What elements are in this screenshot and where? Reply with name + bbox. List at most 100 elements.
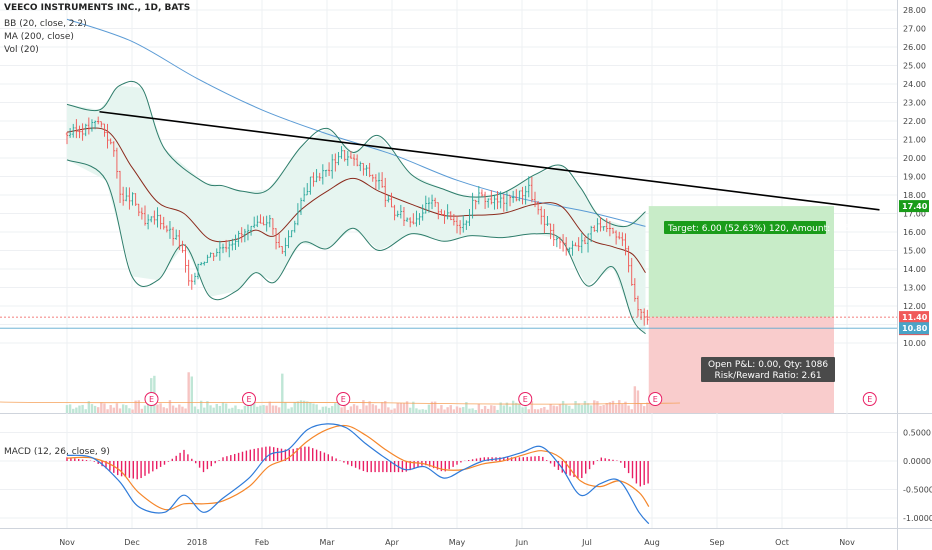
volume-bar bbox=[643, 406, 646, 413]
volume-bar bbox=[596, 401, 599, 413]
target-label-box bbox=[664, 221, 826, 234]
bb-lower-line bbox=[66, 159, 646, 335]
volume-bar bbox=[424, 409, 427, 413]
volume-bar bbox=[359, 409, 362, 413]
volume-ma-line bbox=[0, 401, 681, 405]
time-tick-label: Jul bbox=[581, 538, 592, 547]
time-tick-label: Apr bbox=[385, 538, 400, 547]
time-tick-label: 2018 bbox=[187, 538, 207, 547]
earnings-marker-label: E bbox=[653, 395, 658, 404]
time-tick-label: Nov bbox=[839, 538, 855, 547]
bb-upper-line bbox=[66, 80, 646, 228]
volume-bar bbox=[549, 403, 552, 413]
volume-bar bbox=[536, 409, 540, 413]
volume-bar bbox=[231, 407, 234, 413]
price-tick-label: 16.00 bbox=[903, 228, 926, 237]
volume-bar bbox=[530, 401, 534, 413]
volume-bar bbox=[605, 402, 608, 413]
volume-bar bbox=[571, 408, 574, 413]
volume-bar bbox=[546, 409, 549, 413]
volume-bar bbox=[293, 402, 296, 413]
volume-bar bbox=[490, 405, 493, 413]
volume-bar bbox=[334, 403, 337, 413]
volume-bar bbox=[340, 407, 343, 413]
volume-bar bbox=[380, 402, 384, 413]
volume-bar bbox=[287, 408, 290, 413]
volume-bar bbox=[262, 405, 265, 413]
bb-band-fill bbox=[67, 85, 646, 334]
volume-bar bbox=[505, 402, 509, 413]
volume-bar bbox=[430, 401, 434, 413]
earnings-marker-label: E bbox=[867, 395, 872, 404]
volume-bar bbox=[78, 405, 81, 413]
volume-bar bbox=[125, 405, 128, 413]
volume-bar bbox=[143, 405, 147, 413]
macd-tick-label: 0.5000 bbox=[903, 429, 931, 438]
earnings-marker-label: E bbox=[523, 395, 528, 404]
volume-bar bbox=[268, 401, 271, 413]
time-tick-label: Dec bbox=[124, 538, 139, 547]
volume-bar bbox=[346, 409, 349, 413]
volume-bar bbox=[540, 408, 543, 413]
volume-bar bbox=[309, 402, 312, 413]
earnings-marker bbox=[242, 392, 256, 406]
price-tick-label: 25.00 bbox=[903, 62, 926, 71]
volume-bar bbox=[499, 402, 502, 413]
volume-bar bbox=[593, 400, 596, 413]
volume-bar bbox=[586, 403, 590, 413]
volume-bar bbox=[215, 403, 218, 413]
volume-bar bbox=[565, 404, 568, 413]
symbol-title: VEECO INSTRUMENTS INC., 1D, BATS bbox=[4, 3, 191, 13]
position-tool[interactable]: Target: 6.00 (52.63%) 120, Amount: 16516… bbox=[0, 206, 897, 413]
volume-bar bbox=[337, 402, 340, 413]
last-price-tag: 10.80 bbox=[902, 324, 928, 333]
volume-bar bbox=[618, 400, 621, 413]
volume-bar bbox=[221, 402, 225, 413]
volume-bar bbox=[302, 400, 306, 413]
target-label-text: Target: 6.00 (52.63%) 120, Amount: 16516 bbox=[667, 224, 862, 234]
volume-bar bbox=[393, 408, 396, 413]
volume-bar bbox=[362, 400, 365, 413]
volume-bar bbox=[134, 400, 137, 413]
volume-bar bbox=[449, 405, 452, 413]
volume-bar bbox=[377, 408, 381, 413]
volume-bar bbox=[527, 409, 530, 413]
price-tick-label: 10.00 bbox=[903, 339, 926, 348]
volume-bar bbox=[611, 400, 615, 413]
earnings-marker bbox=[862, 392, 877, 406]
volume-bar bbox=[87, 401, 91, 413]
trendline[interactable] bbox=[99, 110, 880, 211]
volume-bar bbox=[109, 405, 112, 413]
volume-bar bbox=[371, 404, 374, 413]
volume-bar bbox=[146, 400, 150, 413]
volume-bar bbox=[368, 401, 371, 413]
volume-bar bbox=[243, 405, 247, 413]
volume-bar bbox=[443, 409, 446, 413]
bb-fill bbox=[67, 85, 646, 334]
volume-bar bbox=[480, 409, 484, 413]
price-tick-label: 23.00 bbox=[903, 99, 926, 108]
volume-bar bbox=[555, 406, 559, 413]
earnings-marker-label: E bbox=[149, 395, 154, 404]
volume-bar bbox=[187, 372, 190, 413]
volume-bar bbox=[599, 405, 602, 413]
volume-bar bbox=[140, 408, 144, 413]
price-tick-label: 28.00 bbox=[903, 6, 926, 15]
volume-bar bbox=[156, 404, 159, 413]
target-price-tag-bg bbox=[899, 200, 929, 213]
price-tick-label: 14.00 bbox=[903, 265, 926, 274]
pane-gap bbox=[0, 413, 932, 440]
volume-bar bbox=[624, 401, 627, 413]
volume-bar bbox=[228, 408, 231, 413]
volume-bar bbox=[433, 401, 437, 413]
legend-bb: BB (20, close, 2.2) bbox=[4, 19, 87, 29]
volume-bar bbox=[452, 409, 456, 413]
time-tick-label: Nov bbox=[59, 538, 75, 547]
price-tick-label: 18.00 bbox=[903, 191, 926, 200]
volume-bar bbox=[343, 400, 346, 413]
time-tick-label: Sep bbox=[709, 538, 724, 547]
macd-tick-label: 0.0000 bbox=[903, 457, 931, 466]
